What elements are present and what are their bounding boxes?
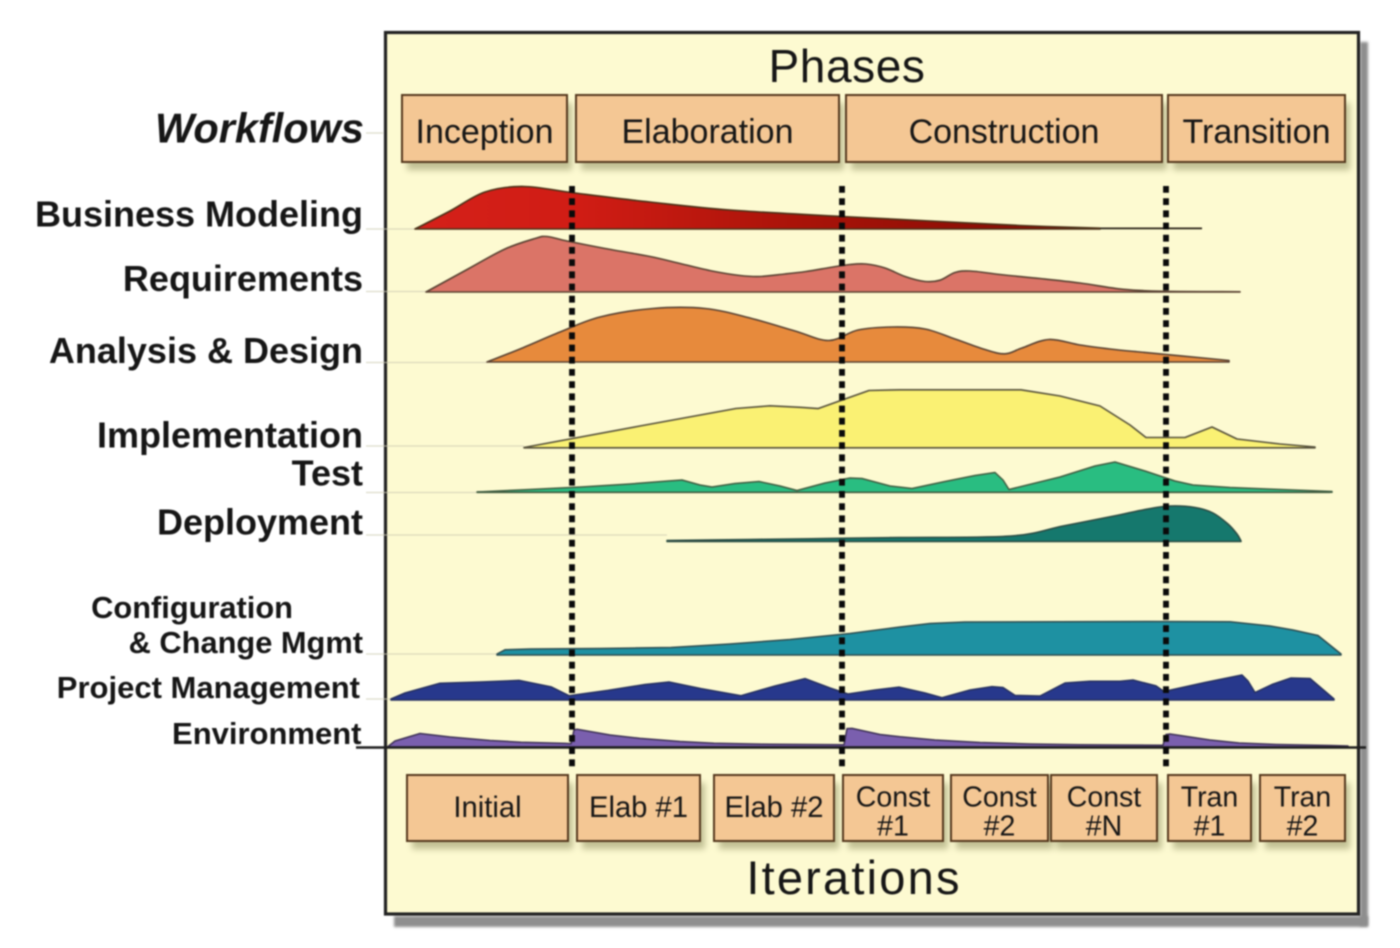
svg-text:Analysis & Design: Analysis & Design (49, 330, 363, 371)
svg-text:Const: Const (1067, 782, 1142, 814)
svg-text:Business Modeling: Business Modeling (35, 194, 363, 235)
svg-text:Deployment: Deployment (157, 502, 363, 543)
svg-text:#N: #N (1086, 811, 1122, 843)
svg-text:Elab #1: Elab #1 (589, 792, 688, 824)
svg-text:Transition: Transition (1182, 113, 1330, 151)
svg-text:Phases: Phases (768, 40, 925, 92)
svg-text:Elab #2: Elab #2 (725, 792, 824, 824)
svg-text:Const: Const (856, 782, 931, 814)
svg-text:Iterations: Iterations (746, 851, 961, 904)
svg-text:Implementation: Implementation (97, 415, 363, 456)
svg-text:#1: #1 (1194, 811, 1226, 843)
svg-text:Construction: Construction (909, 113, 1100, 151)
svg-text:Tran: Tran (1181, 782, 1239, 814)
svg-text:#2: #2 (1287, 811, 1319, 843)
svg-text:Elaboration: Elaboration (621, 113, 793, 151)
svg-text:Inception: Inception (416, 113, 554, 151)
svg-text:#2: #2 (984, 811, 1016, 843)
svg-text:Const: Const (962, 782, 1037, 814)
svg-text:Initial: Initial (453, 792, 521, 824)
svg-text:Environment: Environment (172, 716, 361, 751)
svg-text:Configuration: Configuration (91, 590, 293, 625)
svg-text:& Change Mgmt: & Change Mgmt (129, 625, 363, 660)
svg-text:Project Management: Project Management (57, 670, 360, 705)
svg-text:#1: #1 (877, 811, 909, 843)
svg-text:Tran: Tran (1274, 782, 1332, 814)
svg-text:Requirements: Requirements (123, 258, 363, 299)
svg-text:Workflows: Workflows (155, 105, 364, 152)
svg-text:Test: Test (292, 453, 363, 494)
